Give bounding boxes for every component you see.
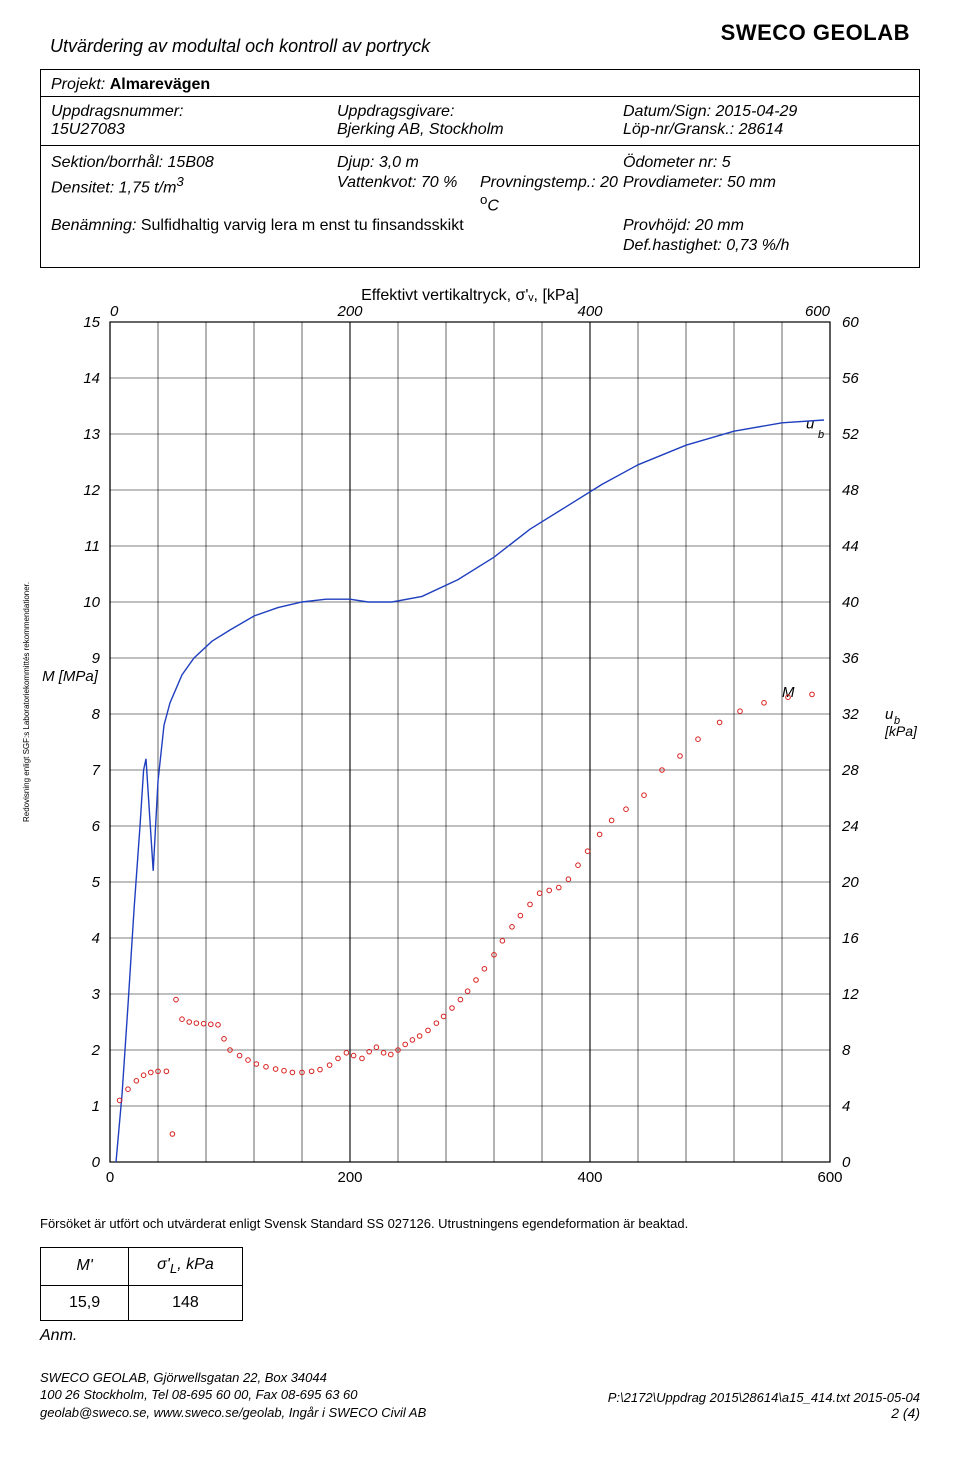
datum-label: Datum/Sign: 2015-04-29 <box>623 103 909 121</box>
provhojd-label: Provhöjd: <box>623 217 691 234</box>
svg-text:M: M <box>782 685 795 702</box>
svg-text:6: 6 <box>92 818 101 835</box>
svg-text:u: u <box>806 416 815 433</box>
benamning-value: Sulfidhaltig varvig lera m enst tu finsa… <box>141 217 464 234</box>
svg-text:40: 40 <box>842 594 859 611</box>
vattenkvot-value: 70 % <box>421 174 457 191</box>
provtemp-unit: C <box>487 197 499 214</box>
benamning-label: Benämning: <box>51 217 136 234</box>
footer-l1: SWECO GEOLAB, Gjörwellsgatan 22, Box 340… <box>40 1369 426 1387</box>
svg-text:15: 15 <box>83 314 100 331</box>
svg-text:b: b <box>818 429 824 441</box>
result-h1: M' <box>41 1248 129 1285</box>
svg-text:2: 2 <box>91 1042 101 1059</box>
sektion-label: Sektion/borrhål: <box>51 154 163 171</box>
uppdragsnummer-label: Uppdragsnummer: <box>51 103 337 121</box>
project-label: Projekt: <box>51 76 105 93</box>
result-v2: 148 <box>129 1285 243 1320</box>
brand-logo: SWECO GEOLAB <box>721 20 910 46</box>
svg-text:3: 3 <box>92 986 101 1003</box>
footer-l3: geolab@sweco.se, www.sweco.se/geolab, In… <box>40 1404 426 1422</box>
svg-text:16: 16 <box>842 930 859 947</box>
svg-text:Effektivt vertikaltryck, σ'ᵥ,: Effektivt vertikaltryck, σ'ᵥ, [kPa] <box>361 287 579 304</box>
svg-text:5: 5 <box>92 874 101 891</box>
info-block: Sektion/borrhål: 15B08 Djup: 3,0 m Ödome… <box>41 146 919 267</box>
svg-text:1: 1 <box>92 1098 100 1115</box>
svg-text:0: 0 <box>106 1169 114 1186</box>
footer-l2: 100 26 Stockholm, Tel 08-695 60 00, Fax … <box>40 1386 426 1404</box>
side-note: Redovisning enligt SGF:s Laboratoriekomm… <box>22 582 31 822</box>
densitet-label: Densitet: <box>51 179 114 196</box>
svg-text:200: 200 <box>336 303 363 320</box>
svg-text:u: u <box>885 706 894 723</box>
svg-text:12: 12 <box>83 482 100 499</box>
uppdragsnummer-value: 15U27083 <box>51 121 337 139</box>
uppdragsgivare-value: Bjerking AB, Stockholm <box>337 121 623 139</box>
uppdragsgivare-label: Uppdragsgivare: <box>337 103 623 121</box>
svg-text:32: 32 <box>842 706 859 723</box>
svg-text:8: 8 <box>842 1042 851 1059</box>
provdia-value: 50 mm <box>727 174 776 191</box>
svg-text:400: 400 <box>577 303 603 320</box>
vattenkvot-label: Vattenkvot: <box>337 174 416 191</box>
svg-text:14: 14 <box>83 370 100 387</box>
chart-svg: Effektivt vertikaltryck, σ'ᵥ, [kPa]00200… <box>40 282 920 1212</box>
svg-text:24: 24 <box>841 818 859 835</box>
svg-text:11: 11 <box>84 538 100 555</box>
provtemp-label: Provningstemp.: <box>480 174 596 191</box>
svg-text:28: 28 <box>841 762 859 779</box>
svg-text:56: 56 <box>842 370 859 387</box>
lopnr-value: Löp-nr/Gransk.: 28614 <box>623 121 909 139</box>
chart-container: Redovisning enligt SGF:s Laboratoriekomm… <box>40 282 920 1212</box>
header-box: Projekt: Almarevägen Uppdragsnummer: Upp… <box>40 69 920 268</box>
densitet-sup: 3 <box>176 174 183 189</box>
result-table: M' σ'L, kPa 15,9 148 <box>40 1247 243 1320</box>
svg-text:4: 4 <box>92 930 100 947</box>
svg-text:12: 12 <box>842 986 859 1003</box>
project-name: Almarevägen <box>110 76 211 93</box>
svg-text:44: 44 <box>842 538 859 555</box>
svg-text:9: 9 <box>92 650 101 667</box>
odometer-value: 5 <box>722 154 731 171</box>
densitet-value: 1,75 t/m <box>119 179 177 196</box>
svg-text:10: 10 <box>83 594 100 611</box>
svg-text:600: 600 <box>817 1169 842 1186</box>
provtemp-value: 20 <box>600 174 618 191</box>
provhojd-value: 20 mm <box>695 217 744 234</box>
footer-path: P:\2172\Uppdrag 2015\28614\a15_414.txt 2… <box>608 1390 920 1405</box>
defhast-value: 0,73 %/h <box>726 237 789 254</box>
svg-text:M [MPa]: M [MPa] <box>42 668 99 685</box>
djup-label: Djup: <box>337 154 374 171</box>
svg-text:36: 36 <box>842 650 859 667</box>
svg-text:13: 13 <box>83 426 100 443</box>
footnote: Försöket är utfört och utvärderat enligt… <box>40 1216 920 1231</box>
result-h2: σ'L, kPa <box>129 1248 243 1285</box>
odometer-label: Ödometer nr: <box>623 154 717 171</box>
result-v1: 15,9 <box>41 1285 129 1320</box>
svg-text:52: 52 <box>842 426 859 443</box>
sektion-value: 15B08 <box>168 154 214 171</box>
svg-text:20: 20 <box>841 874 859 891</box>
svg-text:0: 0 <box>92 1154 101 1171</box>
svg-text:8: 8 <box>92 706 101 723</box>
svg-text:[kPa]: [kPa] <box>884 723 918 739</box>
svg-text:400: 400 <box>577 1169 602 1186</box>
svg-text:0: 0 <box>842 1154 851 1171</box>
footer: SWECO GEOLAB, Gjörwellsgatan 22, Box 340… <box>40 1369 920 1422</box>
svg-text:48: 48 <box>842 482 859 499</box>
svg-text:7: 7 <box>92 762 101 779</box>
footer-right: P:\2172\Uppdrag 2015\28614\a15_414.txt 2… <box>608 1390 920 1421</box>
footer-left: SWECO GEOLAB, Gjörwellsgatan 22, Box 340… <box>40 1369 426 1422</box>
defhast-label: Def.hastighet: <box>623 237 722 254</box>
svg-text:60: 60 <box>842 314 859 331</box>
svg-text:200: 200 <box>337 1169 362 1186</box>
provdia-label: Provdiameter: <box>623 174 723 191</box>
anm-label: Anm. <box>40 1327 920 1345</box>
svg-text:4: 4 <box>842 1098 850 1115</box>
page-number: 2 (4) <box>608 1405 920 1421</box>
svg-text:600: 600 <box>805 303 831 320</box>
djup-value: 3,0 m <box>379 154 419 171</box>
svg-text:0: 0 <box>110 303 119 320</box>
